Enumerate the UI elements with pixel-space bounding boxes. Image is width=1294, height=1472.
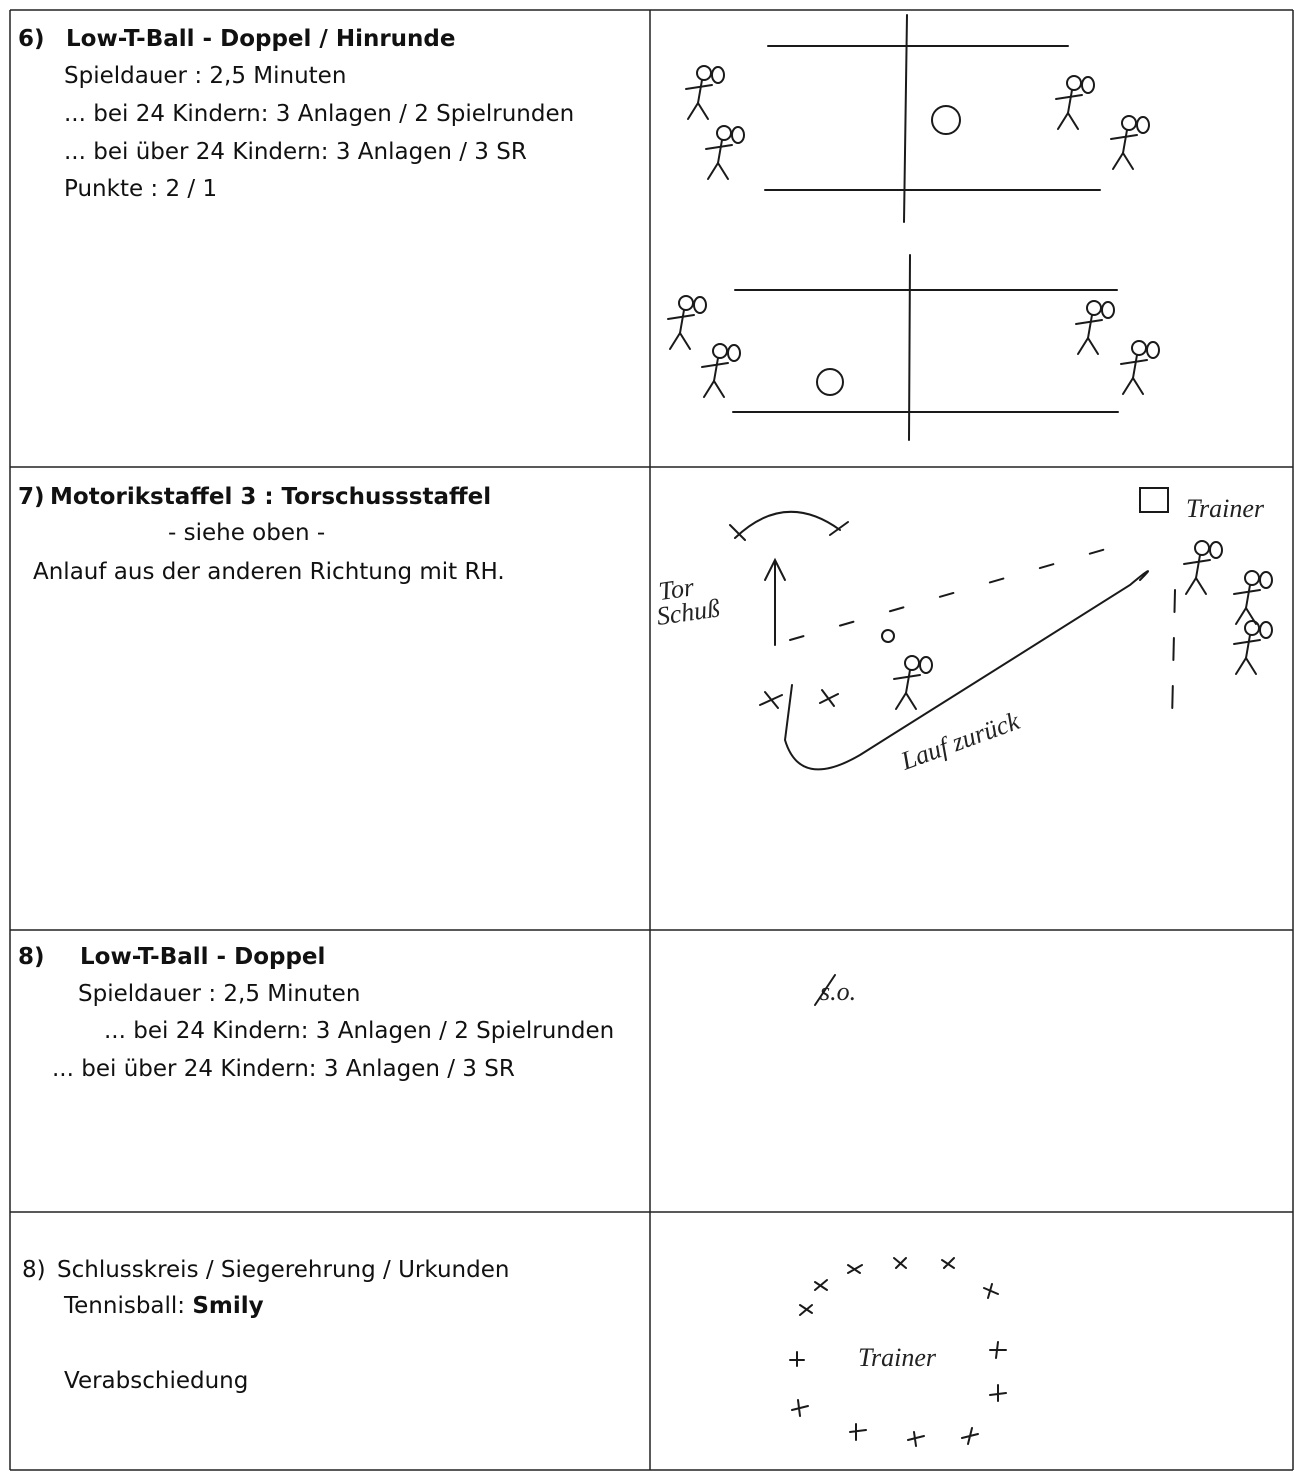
item-number: 6) <box>18 26 45 52</box>
item-line: Punkte : 2 / 1 <box>64 176 217 202</box>
item-line: Spieldauer : 2,5 Minuten <box>78 981 360 1007</box>
item-line: Anlauf aus der anderen Richtung mit RH. <box>33 559 505 585</box>
item-title: Low-T-Ball - Doppel / Hinrunde <box>66 26 455 52</box>
item-line-emphasis: Smily <box>192 1293 263 1319</box>
item-line: Spieldauer : 2,5 Minuten <box>64 63 346 89</box>
sketch-label: Lauf zurück <box>896 706 1023 776</box>
table-grid <box>9 9 1294 1471</box>
item-title: Motorikstaffel 3 : Torschussstaffel <box>50 484 491 510</box>
sketch-stroke <box>814 974 836 1006</box>
item-line: Verabschiedung <box>64 1368 248 1394</box>
item-line: - siehe oben - <box>168 520 325 546</box>
relay-sketch: Tor Schuß Trainer Lauf zurück <box>655 487 1273 776</box>
item-number: 8) <box>22 1257 46 1283</box>
item-line: ... bei 24 Kindern: 3 Anlagen / 2 Spielr… <box>104 1018 614 1044</box>
item-line: ... bei über 24 Kindern: 3 Anlagen / 3 S… <box>52 1056 515 1082</box>
circle-sketch: Trainer <box>789 1257 1007 1447</box>
item-number: 7) <box>18 484 45 510</box>
item-title: Low-T-Ball - Doppel <box>80 944 325 970</box>
item-line: ... bei 24 Kindern: 3 Anlagen / 2 Spielr… <box>64 101 574 127</box>
sketch-label: Trainer <box>1186 494 1265 523</box>
court-sketch <box>667 14 1160 441</box>
item-line-part: Tennisball: <box>63 1293 185 1319</box>
sketch-label: Trainer <box>858 1343 937 1372</box>
item-line: Tennisball: Smily <box>63 1293 264 1319</box>
item-title: Schlusskreis / Siegerehrung / Urkunden <box>57 1257 509 1283</box>
item-number: 8) <box>18 944 45 970</box>
item-line: ... bei über 24 Kindern: 3 Anlagen / 3 S… <box>64 139 527 165</box>
sketch-label: s.o. <box>820 977 856 1006</box>
sketch-label: Tor <box>657 572 697 606</box>
